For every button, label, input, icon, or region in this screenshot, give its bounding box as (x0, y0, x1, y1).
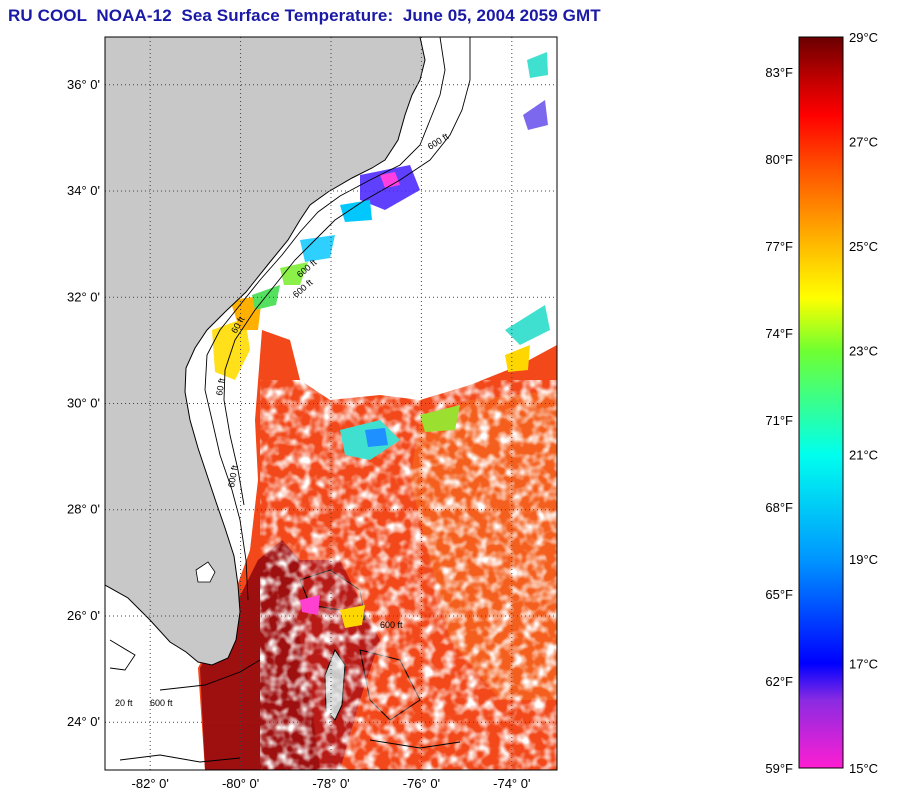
celsius-label: 27°C (849, 134, 878, 149)
colorbar-fahrenheit-labels: 83°F 80°F 77°F 74°F 71°F 68°F 65°F 62°F 59°F (765, 65, 793, 776)
celsius-label: 19°C (849, 552, 878, 567)
celsius-label: 17°C (849, 657, 878, 672)
longitude-label: -74° 0' (493, 776, 530, 791)
celsius-label: 25°C (849, 239, 878, 254)
celsius-label: 21°C (849, 448, 878, 463)
latitude-tick-labels: 36° 0' 34° 0' 32° 0' 30° 0' 28° 0' 26° 0' 24° … (67, 77, 100, 729)
fahrenheit-label: 83°F (765, 65, 793, 80)
fahrenheit-label: 68°F (765, 500, 793, 515)
fahrenheit-label: 74°F (765, 326, 793, 341)
contour-depth-label: 600 ft (150, 698, 173, 708)
latitude-label: 26° 0' (67, 608, 100, 623)
longitude-tick-labels: -82° 0' -80° 0' -78° 0' -76° 0' -74° 0' (132, 776, 531, 791)
fahrenheit-label: 65°F (765, 587, 793, 602)
colorbar-celsius-labels: 29°C 27°C 25°C 23°C 21°C 19°C 17°C 15°C (849, 30, 878, 776)
longitude-label: -76° 0' (403, 776, 440, 791)
us-southeast-landmass (105, 37, 426, 666)
latitude-label: 24° 0' (67, 714, 100, 729)
contour-depth-label: 60 ft (214, 377, 227, 396)
bathymetry-contours (109, 37, 471, 763)
longitude-label: -80° 0' (222, 776, 259, 791)
contour-depth-label: 600 ft (380, 620, 403, 630)
temperature-colorbar: 29°C 27°C 25°C 23°C 21°C 19°C 17°C 15°C 83°F 80°… (765, 30, 878, 776)
lake-okeechobee (195, 561, 216, 583)
fahrenheit-label: 77°F (765, 239, 793, 254)
contour-depth-label: 600 ft (226, 464, 240, 488)
longitude-label: -82° 0' (132, 776, 169, 791)
latitude-label: 36° 0' (67, 77, 100, 92)
fahrenheit-label: 71°F (765, 413, 793, 428)
celsius-label: 29°C (849, 30, 878, 45)
contour-depth-label: 20 ft (115, 698, 133, 708)
fahrenheit-label: 59°F (765, 761, 793, 776)
fahrenheit-label: 80°F (765, 152, 793, 167)
latitude-label: 34° 0' (67, 183, 100, 198)
cloud-speckle (260, 380, 557, 770)
latitude-label: 28° 0' (67, 502, 100, 517)
map-title: RU COOL NOAA-12 Sea Surface Temperature:… (8, 6, 601, 25)
latitude-label: 30° 0' (67, 396, 100, 411)
map-frame (104, 36, 558, 771)
latitude-label: 32° 0' (67, 289, 100, 304)
graticule (105, 37, 557, 770)
celsius-label: 15°C (849, 761, 878, 776)
celsius-label: 23°C (849, 343, 878, 358)
fahrenheit-label: 62°F (765, 674, 793, 689)
longitude-label: -78° 0' (312, 776, 349, 791)
colorbar-gradient (798, 36, 844, 769)
